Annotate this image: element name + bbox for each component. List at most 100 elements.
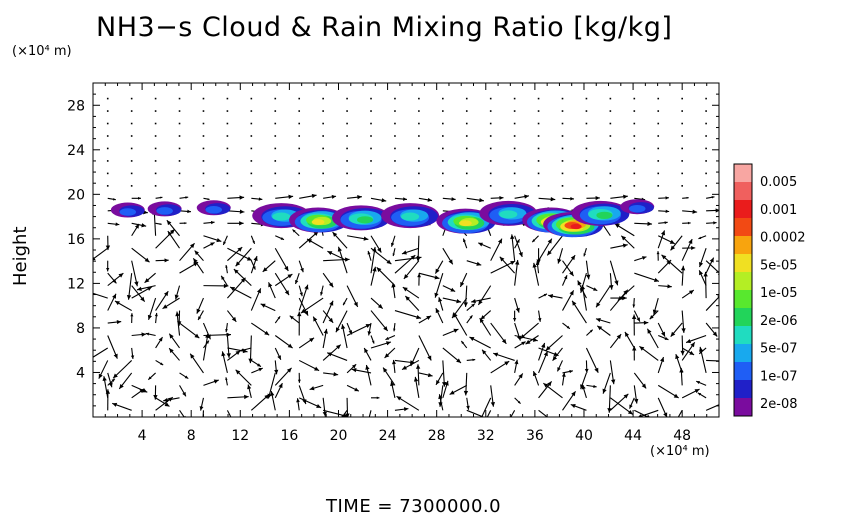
colorbar-label: 2e-08: [760, 397, 798, 412]
wind-vector: [274, 316, 281, 324]
wind-vector: [514, 341, 526, 349]
wind-vector: [107, 272, 117, 284]
wind-vector: [410, 347, 420, 367]
wind-vector: [418, 315, 432, 324]
wind-vector: [675, 353, 683, 374]
wind-vector: [93, 292, 108, 299]
wind-vector: [656, 251, 660, 261]
wind-vector: [163, 397, 180, 403]
wind-vector: [107, 222, 120, 226]
wind-vector: [126, 273, 133, 300]
wind-vector: [233, 268, 252, 287]
wind-vector: [322, 135, 324, 137]
wind-vector: [154, 135, 157, 137]
wind-vector: [250, 255, 258, 274]
wind-vector: [418, 335, 432, 361]
wind-vector: [633, 310, 641, 322]
wind-vector: [513, 172, 516, 175]
x-tick-label: 48: [673, 428, 691, 444]
wind-vector: [579, 273, 587, 294]
wind-vector: [657, 322, 666, 337]
wind-vector: [658, 235, 676, 245]
wind-vector: [537, 135, 540, 137]
wind-vector: [681, 238, 693, 261]
wind-vector: [466, 358, 476, 362]
wind-vector: [112, 402, 132, 411]
wind-vector: [561, 122, 564, 125]
wind-vector: [698, 248, 707, 268]
wind-vector: [274, 382, 283, 399]
wind-vector: [351, 367, 372, 374]
wind-vector: [194, 250, 204, 262]
colorbar-swatch: [734, 200, 752, 218]
wind-vector: [274, 160, 277, 162]
x-axis-unit: (×10⁴ m): [650, 444, 710, 459]
wind-vector: [418, 160, 420, 162]
wind-vector: [633, 160, 636, 162]
wind-vector: [490, 322, 507, 345]
wind-vector: [153, 385, 158, 400]
wind-vector: [298, 160, 301, 162]
wind-vector: [609, 122, 612, 125]
wind-vector: [657, 185, 660, 187]
wind-vector: [298, 337, 315, 349]
wind-vector: [442, 285, 456, 293]
wind-vector: [658, 221, 668, 225]
wind-vector: [106, 185, 109, 187]
wind-vector: [585, 185, 588, 187]
wind-vector: [510, 410, 516, 417]
wind-vector: [394, 310, 422, 320]
wind-vector: [179, 242, 195, 262]
wind-vector: [203, 242, 215, 249]
wind-vector: [370, 310, 389, 332]
wind-vector: [510, 234, 516, 261]
wind-vector: [274, 135, 277, 137]
wind-vector: [652, 297, 659, 315]
wind-vector: [465, 172, 468, 175]
wind-vector: [609, 135, 612, 137]
wind-vector: [390, 381, 396, 398]
colorbar-swatch: [734, 182, 752, 200]
wind-vector: [179, 372, 189, 380]
wind-vector: [561, 135, 564, 137]
wind-vector: [226, 410, 232, 417]
wind-vector: [107, 372, 113, 388]
wind-vector: [441, 360, 447, 387]
wind-vector: [681, 135, 683, 137]
colorbar-swatch: [734, 272, 752, 290]
wind-vector: [418, 135, 420, 137]
wind-vector: [657, 356, 665, 374]
wind-vector: [274, 335, 293, 349]
wind-vector: [93, 247, 109, 261]
wind-vector: [239, 347, 252, 352]
wind-vector: [322, 110, 324, 112]
wind-vector: [154, 147, 157, 150]
wind-vector: [179, 222, 187, 225]
wind-vector: [370, 147, 372, 150]
wind-vector: [682, 209, 698, 214]
wind-vector: [633, 372, 647, 389]
wind-vector: [609, 273, 614, 290]
wind-vector: [670, 322, 683, 337]
wind-vector: [657, 135, 660, 137]
wind-vector: [561, 110, 564, 112]
wind-vector: [537, 122, 540, 125]
wind-vector: [106, 110, 109, 112]
wind-vector: [681, 110, 683, 112]
wind-vector: [298, 359, 320, 372]
wind-vector: [658, 209, 670, 213]
wind-vector: [537, 172, 540, 175]
x-tick-label: 32: [477, 428, 495, 444]
wind-vector: [658, 334, 669, 341]
wind-vector: [657, 172, 660, 175]
wind-vector: [298, 147, 301, 150]
wind-vector: [681, 388, 700, 399]
wind-vector: [105, 235, 111, 251]
wind-vector: [370, 135, 372, 137]
colorbar: 0.005 0.001 0.0002 5e-05 1e-05 2e-06 5e-07 1e-0…: [733, 163, 806, 417]
wind-vector: [442, 247, 454, 265]
wind-vector: [685, 334, 707, 344]
wind-vector: [658, 196, 669, 200]
colorbar-label: 1e-05: [760, 286, 798, 301]
wind-vector: [585, 260, 591, 280]
